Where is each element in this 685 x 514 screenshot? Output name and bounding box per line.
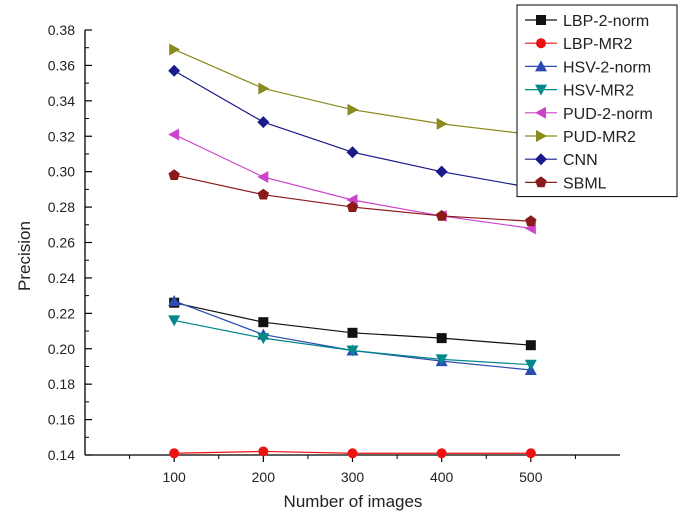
- data-point: [169, 448, 180, 459]
- legend-item: SBML: [525, 175, 607, 192]
- series-layer: [168, 43, 537, 459]
- data-point: [258, 82, 270, 95]
- data-point: [435, 165, 448, 178]
- y-tick-label: 0.32: [48, 128, 75, 144]
- legend-marker: [535, 84, 547, 96]
- data-point: [436, 448, 447, 459]
- data-point: [346, 146, 359, 159]
- legend-label: SBML: [563, 175, 607, 192]
- data-point: [525, 448, 536, 459]
- y-tick-label: 0.14: [48, 447, 75, 463]
- x-tick-label: 100: [162, 469, 186, 485]
- legend-marker: [535, 106, 546, 119]
- data-point: [524, 359, 537, 371]
- series-lbp-2-norm: [169, 297, 536, 351]
- data-point: [257, 188, 270, 200]
- series-sbml: [168, 169, 537, 227]
- y-tick-label: 0.36: [48, 57, 75, 73]
- legend-item: HSV-2-norm: [525, 59, 651, 76]
- legend-label: LBP-2-norm: [563, 13, 649, 30]
- data-point: [257, 116, 270, 129]
- legend-item: PUD-MR2: [525, 129, 636, 146]
- legend: LBP-2-norm LBP-MR2 HSV-2-norm HSV-MR2 PUD-2-…: [516, 4, 678, 198]
- series-line-cnn: [173, 70, 531, 189]
- data-point: [168, 64, 181, 77]
- y-tick-label: 0.34: [48, 93, 75, 109]
- data-point: [525, 215, 537, 227]
- data-point: [436, 333, 447, 344]
- data-point: [346, 201, 359, 212]
- series-line-pud-mr2: [173, 48, 531, 136]
- legend-label: HSV-2-norm: [563, 59, 651, 76]
- y-tick-label: 0.20: [48, 341, 75, 357]
- data-point: [347, 448, 358, 459]
- legend-item: LBP-MR2: [525, 36, 632, 53]
- y-axis-title: Precision: [15, 221, 34, 291]
- y-tick-label: 0.38: [48, 22, 75, 38]
- legend-item: CNN: [525, 152, 598, 169]
- y-tick-label: 0.22: [48, 305, 75, 321]
- legend-label: CNN: [563, 152, 598, 169]
- data-point: [257, 170, 269, 183]
- x-tick-label: 500: [519, 469, 543, 485]
- x-tick-label: 400: [430, 469, 454, 485]
- legend-item: PUD-2-norm: [525, 106, 653, 123]
- data-point: [169, 43, 181, 56]
- y-tick-label: 0.24: [48, 270, 75, 286]
- data-point: [258, 446, 269, 457]
- x-tick-label: 300: [341, 469, 365, 485]
- series-pud-mr2: [169, 43, 537, 141]
- legend-label: LBP-MR2: [563, 36, 632, 53]
- legend-marker: [535, 176, 547, 188]
- data-point: [168, 294, 181, 306]
- legend-item: HSV-MR2: [525, 83, 634, 100]
- data-point: [346, 345, 359, 357]
- legend-label: PUD-2-norm: [563, 106, 653, 123]
- x-tick-label: 200: [252, 469, 276, 485]
- x-axis: 100 200 300 400 500: [129, 455, 576, 485]
- y-axis: 0.14 0.16 0.18 0.20 0.22 0.24 0.26 0.28 0.30 0.32…: [48, 22, 92, 463]
- y-tick-label: 0.28: [48, 199, 75, 215]
- data-point: [258, 317, 269, 328]
- series-lbp-mr2: [169, 446, 536, 459]
- legend-marker: [536, 130, 547, 142]
- legend-label: HSV-MR2: [563, 83, 634, 100]
- data-point: [347, 327, 358, 338]
- legend-box: [516, 4, 678, 198]
- data-point: [168, 128, 180, 141]
- series-line-hsv-mr2: [174, 319, 531, 366]
- y-tick-label: 0.26: [48, 235, 75, 251]
- data-point: [168, 315, 181, 327]
- legend-marker: [536, 38, 546, 49]
- series-hsv-mr2: [168, 315, 537, 371]
- data-point: [257, 333, 270, 345]
- data-point: [525, 340, 536, 351]
- series-line-lbp-2-norm: [174, 302, 531, 346]
- legend-item: LBP-2-norm: [525, 13, 649, 30]
- legend-label: PUD-MR2: [563, 129, 636, 146]
- data-point: [436, 117, 448, 130]
- y-tick-label: 0.30: [48, 164, 75, 180]
- y-tick-label: 0.18: [48, 376, 75, 392]
- data-point: [347, 103, 359, 116]
- legend-marker: [535, 60, 547, 72]
- x-axis-title: Number of images: [284, 492, 423, 511]
- legend-marker: [535, 153, 547, 166]
- data-point: [168, 169, 180, 181]
- y-tick-label: 0.16: [48, 412, 75, 428]
- data-point: [435, 354, 448, 366]
- legend-marker: [536, 15, 546, 25]
- data-point: [435, 209, 448, 221]
